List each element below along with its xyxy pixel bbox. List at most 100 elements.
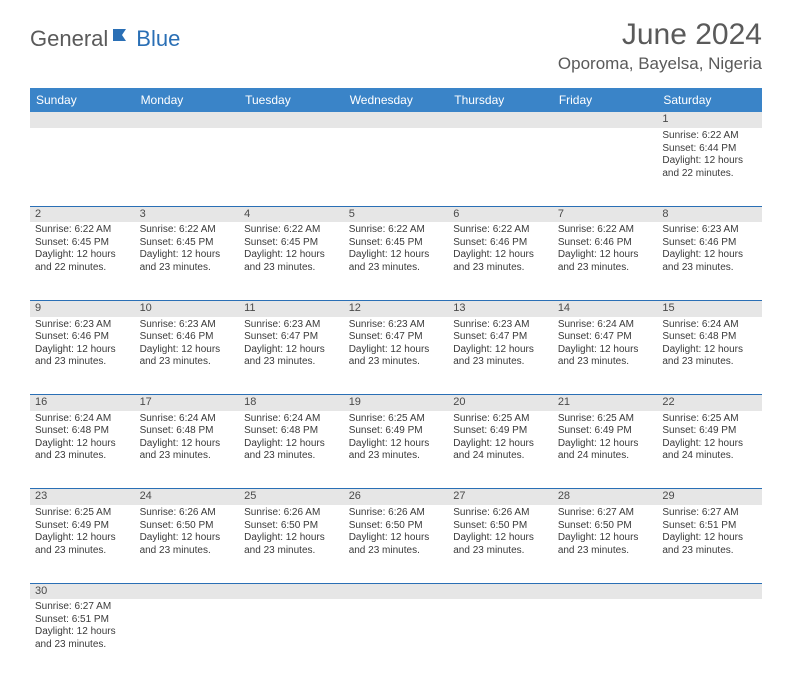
day-number: 19 (344, 395, 449, 411)
day-number (135, 583, 240, 599)
day-number-row: 30 (30, 583, 762, 599)
daylight-text: Daylight: 12 hours and 23 minutes. (35, 626, 130, 651)
day-number (239, 112, 344, 128)
day-number: 9 (30, 300, 135, 316)
day-cell: Sunrise: 6:25 AMSunset: 6:49 PMDaylight:… (553, 411, 658, 489)
sunset-text: Sunset: 6:50 PM (349, 520, 444, 533)
sunset-text: Sunset: 6:49 PM (35, 520, 130, 533)
daylight-text: Daylight: 12 hours and 23 minutes. (140, 249, 235, 274)
sunset-text: Sunset: 6:45 PM (35, 237, 130, 250)
day-number: 25 (239, 489, 344, 505)
day-cell (135, 128, 240, 206)
daylight-text: Daylight: 12 hours and 23 minutes. (662, 249, 757, 274)
sunset-text: Sunset: 6:46 PM (558, 237, 653, 250)
sunset-text: Sunset: 6:45 PM (349, 237, 444, 250)
sunrise-text: Sunrise: 6:23 AM (662, 224, 757, 237)
daylight-text: Daylight: 12 hours and 23 minutes. (453, 249, 548, 274)
day-cell: Sunrise: 6:22 AMSunset: 6:46 PMDaylight:… (553, 222, 658, 300)
sunrise-text: Sunrise: 6:22 AM (349, 224, 444, 237)
day-cell: Sunrise: 6:26 AMSunset: 6:50 PMDaylight:… (344, 505, 449, 583)
daylight-text: Daylight: 12 hours and 23 minutes. (558, 249, 653, 274)
day-number (239, 583, 344, 599)
sunset-text: Sunset: 6:45 PM (244, 237, 339, 250)
sunrise-text: Sunrise: 6:22 AM (662, 130, 757, 143)
day-cell (344, 599, 449, 677)
day-cell: Sunrise: 6:22 AMSunset: 6:45 PMDaylight:… (344, 222, 449, 300)
day-number: 21 (553, 395, 658, 411)
sunset-text: Sunset: 6:50 PM (244, 520, 339, 533)
day-number: 2 (30, 206, 135, 222)
day-number: 14 (553, 300, 658, 316)
daylight-text: Daylight: 12 hours and 23 minutes. (35, 532, 130, 557)
day-number (344, 583, 449, 599)
day-cell: Sunrise: 6:26 AMSunset: 6:50 PMDaylight:… (239, 505, 344, 583)
day-number: 4 (239, 206, 344, 222)
day-number (30, 112, 135, 128)
sunrise-text: Sunrise: 6:25 AM (349, 413, 444, 426)
flag-icon (112, 27, 134, 48)
daylight-text: Daylight: 12 hours and 24 minutes. (558, 438, 653, 463)
daylight-text: Daylight: 12 hours and 23 minutes. (349, 249, 444, 274)
daylight-text: Daylight: 12 hours and 23 minutes. (349, 344, 444, 369)
daylight-text: Daylight: 12 hours and 23 minutes. (35, 344, 130, 369)
day-cell (448, 599, 553, 677)
day-cell: Sunrise: 6:22 AMSunset: 6:44 PMDaylight:… (657, 128, 762, 206)
sunset-text: Sunset: 6:49 PM (558, 425, 653, 438)
day-number (448, 583, 553, 599)
day-number (135, 112, 240, 128)
day-cell: Sunrise: 6:24 AMSunset: 6:48 PMDaylight:… (657, 317, 762, 395)
daylight-text: Daylight: 12 hours and 23 minutes. (140, 532, 235, 557)
sunrise-text: Sunrise: 6:22 AM (140, 224, 235, 237)
sunset-text: Sunset: 6:47 PM (453, 331, 548, 344)
sunset-text: Sunset: 6:49 PM (662, 425, 757, 438)
sunrise-text: Sunrise: 6:26 AM (244, 507, 339, 520)
sunrise-text: Sunrise: 6:27 AM (558, 507, 653, 520)
sunset-text: Sunset: 6:46 PM (35, 331, 130, 344)
weekday-header: Saturday (657, 88, 762, 112)
daylight-text: Daylight: 12 hours and 23 minutes. (453, 344, 548, 369)
day-number: 30 (30, 583, 135, 599)
logo-text-blue: Blue (136, 26, 180, 52)
sunrise-text: Sunrise: 6:26 AM (453, 507, 548, 520)
day-number: 23 (30, 489, 135, 505)
sunrise-text: Sunrise: 6:26 AM (140, 507, 235, 520)
daylight-text: Daylight: 12 hours and 23 minutes. (662, 344, 757, 369)
day-number: 24 (135, 489, 240, 505)
day-detail-row: Sunrise: 6:25 AMSunset: 6:49 PMDaylight:… (30, 505, 762, 583)
sunset-text: Sunset: 6:48 PM (140, 425, 235, 438)
day-detail-row: Sunrise: 6:24 AMSunset: 6:48 PM Daylight:… (30, 411, 762, 489)
sunrise-text: Sunrise: 6:24 AM (140, 413, 235, 426)
sunset-text: Sunset: 6:50 PM (453, 520, 548, 533)
sunrise-text: Sunrise: 6:22 AM (35, 224, 130, 237)
day-number: 11 (239, 300, 344, 316)
day-number: 22 (657, 395, 762, 411)
day-number: 1 (657, 112, 762, 128)
sunrise-text: Sunrise: 6:24 AM (662, 319, 757, 332)
day-cell: Sunrise: 6:24 AMSunset: 6:47 PMDaylight:… (553, 317, 658, 395)
day-number: 7 (553, 206, 658, 222)
sunrise-text: Sunrise: 6:25 AM (35, 507, 130, 520)
weekday-header-row: SundayMondayTuesdayWednesdayThursdayFrid… (30, 88, 762, 112)
day-cell: Sunrise: 6:23 AMSunset: 6:46 PMDaylight:… (657, 222, 762, 300)
daylight-text: Daylight: 12 hours and 23 minutes. (140, 344, 235, 369)
day-cell: Sunrise: 6:23 AMSunset: 6:47 PMDaylight:… (344, 317, 449, 395)
day-cell: Sunrise: 6:22 AMSunset: 6:45 PMDaylight:… (30, 222, 135, 300)
weekday-header: Monday (135, 88, 240, 112)
day-cell: Sunrise: 6:23 AMSunset: 6:47 PMDaylight:… (239, 317, 344, 395)
sunset-text: Sunset: 6:51 PM (662, 520, 757, 533)
day-number: 3 (135, 206, 240, 222)
weekday-header: Thursday (448, 88, 553, 112)
day-number-row: 2345678 (30, 206, 762, 222)
day-cell: Sunrise: 6:23 AMSunset: 6:46 PMDaylight:… (30, 317, 135, 395)
calendar-table: SundayMondayTuesdayWednesdayThursdayFrid… (30, 88, 762, 677)
day-cell (135, 599, 240, 677)
logo: General Blue (30, 26, 180, 52)
daylight-text: Daylight: 12 hours and 23 minutes. (453, 532, 548, 557)
sunrise-text: Sunrise: 6:25 AM (662, 413, 757, 426)
daylight-text: Daylight: 12 hours and 23 minutes. (349, 532, 444, 557)
month-title: June 2024 (558, 18, 762, 52)
sunset-text: Sunset: 6:49 PM (349, 425, 444, 438)
sunrise-text: Sunrise: 6:22 AM (244, 224, 339, 237)
day-detail-row: Sunrise: 6:22 AMSunset: 6:44 PMDaylight:… (30, 128, 762, 206)
sunset-text: Sunset: 6:47 PM (349, 331, 444, 344)
